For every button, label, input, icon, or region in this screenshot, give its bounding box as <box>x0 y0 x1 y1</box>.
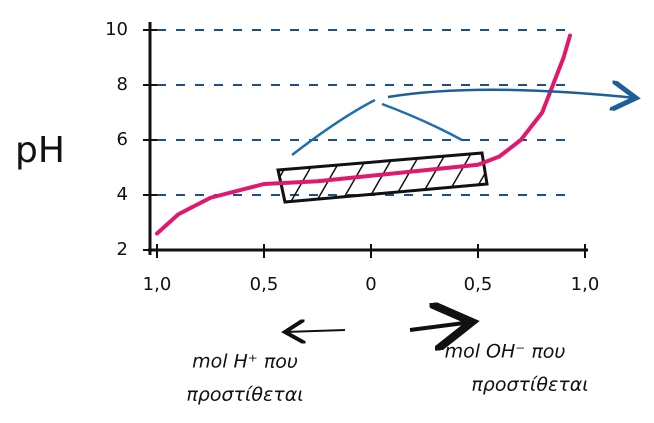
annotation-line <box>382 104 462 140</box>
y-tick-label: 6 <box>117 129 128 150</box>
x-tick-label: 1,0 <box>571 274 600 295</box>
data-line <box>157 36 570 234</box>
x-tick-label: 0,5 <box>250 274 279 295</box>
annotation: προστίθεται <box>471 374 588 396</box>
annotation: mol H⁺ που <box>192 351 298 373</box>
annotation: mol OH⁻ που <box>445 341 566 363</box>
chart: pH mol H⁺ που προστίθεται mol OH⁻ που πρ… <box>0 0 654 423</box>
annotation-line <box>292 100 375 155</box>
y-tick-label: 10 <box>105 19 128 40</box>
x-tick-label: 1,0 <box>143 274 172 295</box>
y-tick-label: 4 <box>117 184 128 205</box>
x-tick-label: 0,5 <box>464 274 493 295</box>
left-arrow <box>285 330 345 332</box>
annotation: προστίθεται <box>186 384 303 406</box>
right-arrow <box>410 322 472 330</box>
buffer-region <box>278 153 487 202</box>
y-tick-label: 8 <box>117 74 128 95</box>
y-axis-label: pH <box>15 130 65 171</box>
annotation-arrow <box>388 90 636 98</box>
y-tick-label: 2 <box>117 239 128 260</box>
x-tick-label: 0 <box>365 274 376 295</box>
